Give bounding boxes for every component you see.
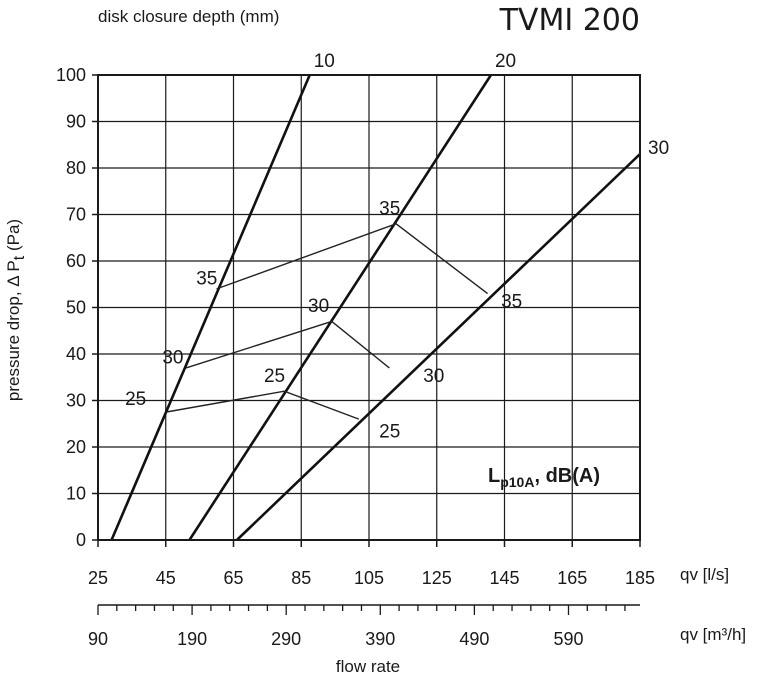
sound-legend-subscript: p10A (500, 474, 534, 490)
x-tick-label-ls: 165 (557, 568, 587, 588)
y-axis-label-unit: (Pa) (4, 219, 23, 256)
y-tick-label: 80 (66, 158, 86, 178)
x-tick-label-m3h: 490 (459, 629, 489, 649)
x-tick-label-ls: 145 (489, 568, 519, 588)
top-axis-label: disk closure depth (mm) (98, 7, 279, 26)
x-tick-label-m3h: 290 (271, 629, 301, 649)
x-tick-label-ls: 45 (156, 568, 176, 588)
series-label-30: 30 (648, 138, 669, 159)
sound-label-35: 35 (196, 268, 217, 289)
y-axis-label: pressure drop, Δ Pt (Pa) (4, 219, 28, 401)
y-tick-label: 60 (66, 251, 86, 271)
x-tick-label-m3h: 190 (177, 629, 207, 649)
sound-legend-rest: , dB(A) (534, 465, 600, 487)
x-tick-label-ls: 85 (291, 568, 311, 588)
sound-label-35: 35 (379, 199, 400, 220)
sound-line-25 (165, 390, 360, 420)
sound-label-30: 30 (423, 366, 444, 387)
x-unit-m3h: qv [m³/h] (680, 625, 746, 644)
damper-lines: 10 20 30 (110, 51, 669, 541)
axis-ticks: 0 10 20 30 40 50 60 70 80 90 100 25 45 65 85 105 125 145 1… (56, 65, 655, 649)
x-tick-label-ls: 125 (422, 568, 452, 588)
y-axis-label-main: pressure drop, Δ P (4, 260, 23, 401)
y-tick-label: 70 (66, 205, 86, 225)
y-tick-label: 0 (76, 530, 86, 550)
sound-level-legend: Lp10A, dB(A) (488, 465, 600, 490)
x-axis-label: flow rate (336, 657, 400, 676)
series-line-30 (235, 153, 641, 541)
y-tick-label: 20 (66, 437, 86, 457)
sound-line-35 (216, 223, 488, 295)
x-tick-label-m3h: 590 (553, 629, 583, 649)
sound-label-35: 35 (501, 292, 522, 313)
y-axis-label-subscript: t (11, 255, 28, 260)
y-tick-label: 10 (66, 484, 86, 504)
series-label-20: 20 (495, 51, 516, 72)
sound-label-30: 30 (308, 296, 329, 317)
y-tick-label: 50 (66, 298, 86, 318)
x-tick-label-ls: 25 (88, 568, 108, 588)
x-tick-label-ls: 65 (223, 568, 243, 588)
sound-label-25: 25 (264, 366, 285, 387)
y-tick-label: 40 (66, 344, 86, 364)
y-tick-label: 30 (66, 391, 86, 411)
sound-line-30 (185, 320, 390, 369)
x-tick-label-ls: 185 (625, 568, 655, 588)
x-unit-ls: qv [l/s] (680, 565, 729, 584)
x-tick-label-m3h: 90 (88, 629, 108, 649)
sound-level-lines: 25 25 25 30 30 30 35 35 35 (125, 199, 522, 443)
model-title: TVMI 200 (499, 3, 640, 38)
series-line-10 (110, 74, 311, 541)
sound-label-25: 25 (125, 389, 146, 410)
y-tick-label: 100 (56, 65, 86, 85)
x-tick-label-ls: 105 (354, 568, 384, 588)
sound-label-25: 25 (379, 422, 400, 443)
x-tick-label-m3h: 390 (365, 629, 395, 649)
series-line-20 (188, 74, 493, 541)
sound-label-30: 30 (162, 347, 183, 368)
y-tick-label: 90 (66, 112, 86, 132)
series-label-10: 10 (314, 51, 335, 72)
sound-legend-main: L (488, 465, 500, 487)
